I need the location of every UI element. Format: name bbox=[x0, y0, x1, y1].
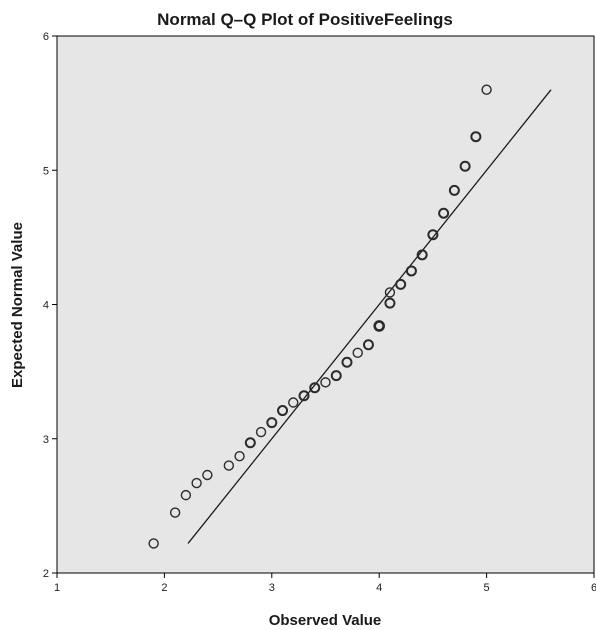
data-point bbox=[352, 347, 363, 359]
chart-title: Normal Q–Q Plot of PositiveFeelings bbox=[157, 10, 453, 29]
data-point bbox=[309, 382, 321, 394]
reference-line-layer bbox=[187, 89, 552, 544]
data-point bbox=[223, 460, 235, 471]
y-tick-label: 2 bbox=[43, 568, 49, 580]
plot-area bbox=[56, 35, 595, 574]
reference-line bbox=[187, 89, 552, 544]
x-tick-label: 2 bbox=[161, 582, 167, 594]
data-point bbox=[384, 297, 396, 309]
x-tick-label: 1 bbox=[54, 582, 60, 594]
data-point bbox=[405, 265, 417, 277]
data-point bbox=[298, 390, 310, 402]
data-point bbox=[384, 287, 396, 298]
data-point bbox=[266, 417, 278, 429]
x-tick-label: 6 bbox=[591, 582, 596, 594]
points-layer bbox=[148, 84, 492, 549]
y-tick-label: 5 bbox=[43, 165, 49, 177]
data-point bbox=[288, 397, 299, 408]
data-point bbox=[148, 538, 159, 549]
data-point bbox=[330, 370, 342, 382]
x-axis-label: Observed Value bbox=[269, 612, 382, 629]
data-point bbox=[234, 451, 245, 462]
x-tick-label: 5 bbox=[484, 582, 490, 594]
data-point bbox=[373, 320, 386, 332]
data-point bbox=[427, 229, 439, 241]
y-tick-label: 3 bbox=[43, 434, 49, 446]
data-point bbox=[448, 184, 460, 196]
x-tick-label: 4 bbox=[376, 582, 382, 594]
y-tick-label: 6 bbox=[43, 31, 49, 43]
data-point bbox=[191, 477, 202, 489]
data-point bbox=[255, 426, 267, 438]
data-point bbox=[459, 160, 471, 172]
data-point bbox=[438, 207, 450, 219]
y-tick-label: 4 bbox=[43, 300, 49, 312]
data-point bbox=[416, 249, 428, 261]
x-axis: 1 2 3 4 5 6 bbox=[54, 573, 596, 594]
data-point bbox=[470, 131, 482, 143]
data-point bbox=[169, 507, 181, 518]
data-point bbox=[341, 356, 353, 368]
data-point bbox=[395, 278, 407, 290]
data-point bbox=[481, 84, 492, 95]
y-axis: 2 3 4 5 6 bbox=[43, 31, 57, 580]
data-point bbox=[244, 437, 256, 449]
data-point bbox=[180, 489, 192, 501]
data-point bbox=[362, 339, 374, 351]
data-point bbox=[277, 405, 289, 417]
y-axis-label: Expected Normal Value bbox=[9, 222, 26, 388]
data-point bbox=[320, 377, 331, 388]
data-point bbox=[202, 469, 213, 481]
x-tick-label: 3 bbox=[269, 582, 275, 594]
